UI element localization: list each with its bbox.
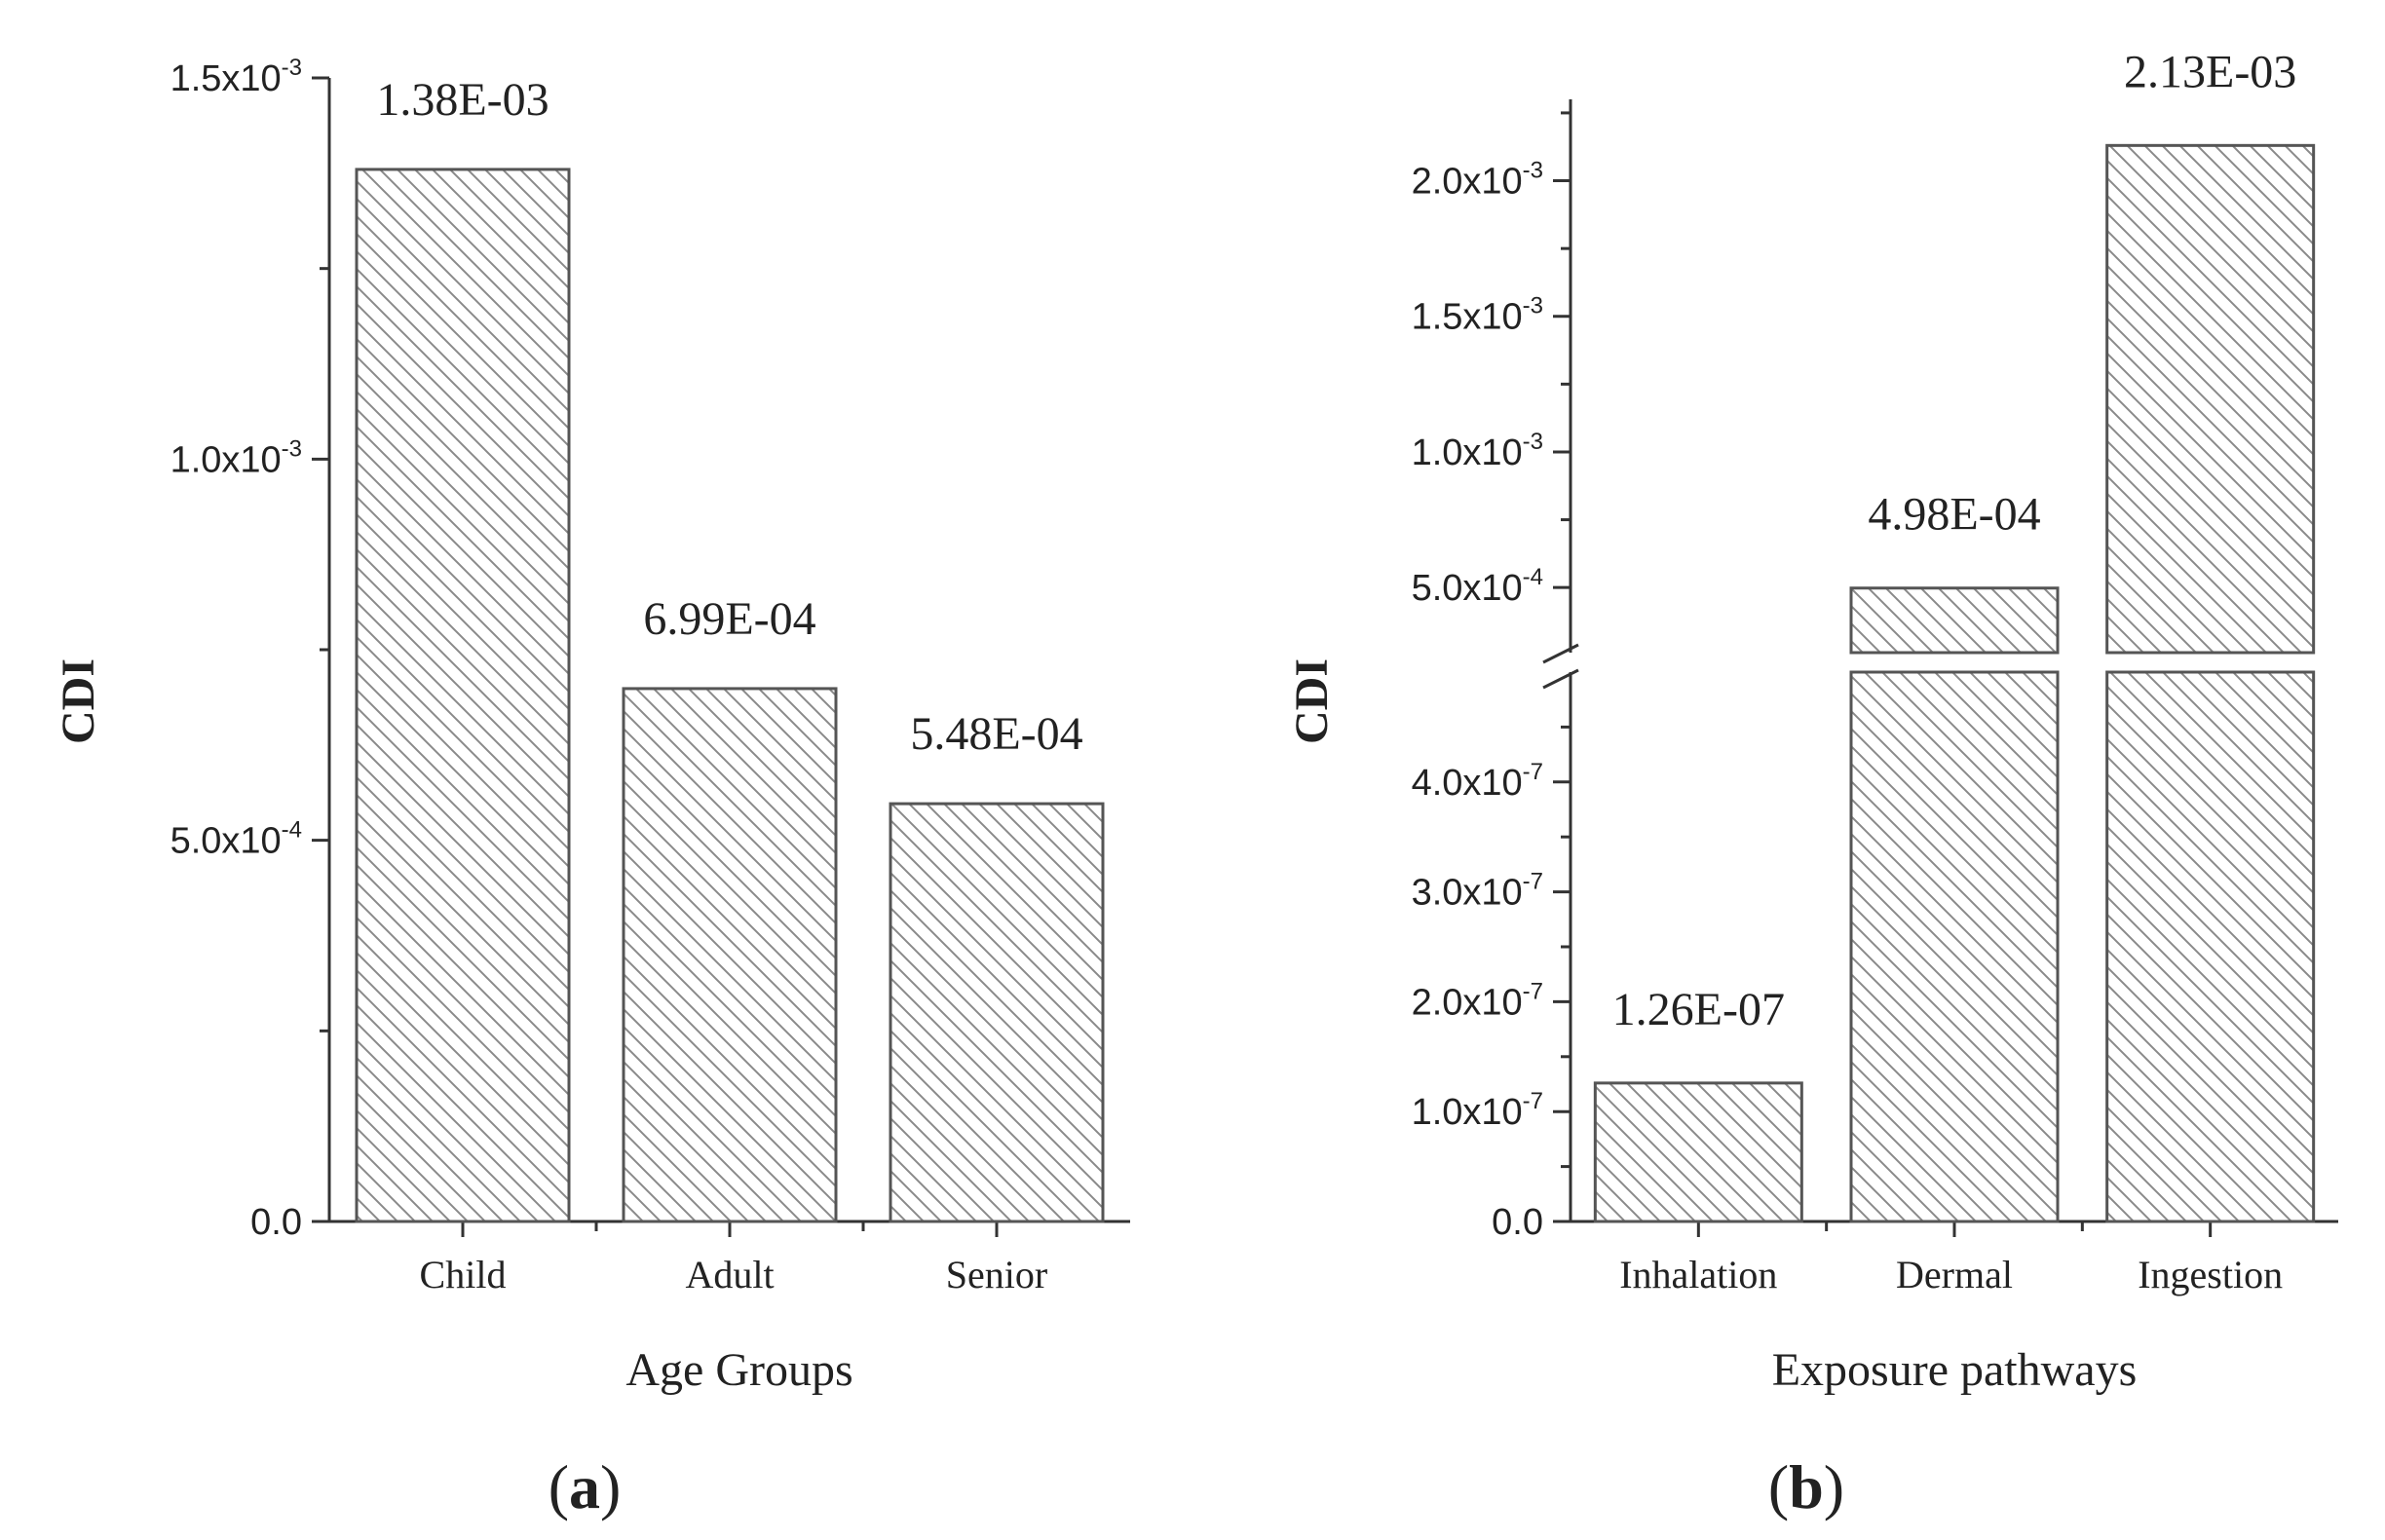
category-label: Dermal bbox=[1896, 1253, 2013, 1296]
category-label: Ingestion bbox=[2138, 1253, 2283, 1296]
value-label: 5.48E-04 bbox=[910, 708, 1082, 760]
x-axis-title: Age Groups bbox=[625, 1344, 852, 1396]
value-label: 1.38E-03 bbox=[376, 74, 549, 126]
category-label: Adult bbox=[685, 1253, 774, 1296]
panel-label-letter: a bbox=[569, 1452, 600, 1521]
category-label: Senior bbox=[946, 1253, 1047, 1296]
bar-ingestion-upper bbox=[2105, 143, 2316, 655]
category-label: Child bbox=[420, 1253, 507, 1296]
y-tick-label: 2.0x10-3 bbox=[1412, 158, 1543, 203]
bar-senior bbox=[889, 802, 1105, 1223]
panel-label: (b) bbox=[1768, 1452, 1844, 1521]
y-tick-label: 1.5x10-3 bbox=[170, 55, 302, 99]
axis-break-mark bbox=[1542, 643, 1579, 664]
y-tick-label: 4.0x10-7 bbox=[1412, 759, 1543, 804]
bar-ingestion-lower bbox=[2105, 670, 2316, 1223]
value-label: 4.98E-04 bbox=[1868, 489, 2040, 541]
panel-a-chart: 0.0 5.0x10-4 1.0x10-3 1.5x10-3 1.38E-03 Child… bbox=[53, 55, 1130, 1521]
y-tick-label: 5.0x10-4 bbox=[170, 817, 302, 862]
value-label: 2.13E-03 bbox=[2124, 46, 2296, 97]
panel-label: (a) bbox=[549, 1452, 622, 1521]
value-label: 1.26E-07 bbox=[1612, 984, 1785, 1035]
x-axis-title: Exposure pathways bbox=[1772, 1344, 2138, 1396]
y-axis-title: CDI bbox=[53, 658, 104, 744]
y-tick-label: 0.0 bbox=[250, 1202, 302, 1243]
y-tick-label: 5.0x10-4 bbox=[1412, 564, 1543, 609]
y-tick-label: 1.0x10-3 bbox=[170, 435, 302, 480]
y-tick-label: 1.0x10-3 bbox=[1412, 429, 1543, 473]
y-axis-title: CDI bbox=[1286, 658, 1338, 744]
panel-label-letter: b bbox=[1789, 1452, 1824, 1521]
y-tick-label: 1.5x10-3 bbox=[1412, 293, 1543, 338]
bar-dermal-lower bbox=[1849, 670, 2060, 1223]
axis-break-mark bbox=[1542, 668, 1579, 690]
bar-adult bbox=[622, 687, 838, 1223]
panel-b-chart: 0.0 1.0x10-7 2.0x10-7 3.0x10-7 4.0x10-7 5.0x1… bbox=[1286, 46, 2338, 1521]
y-tick-label: 3.0x10-7 bbox=[1412, 869, 1543, 914]
y-tick-label: 2.0x10-7 bbox=[1412, 978, 1543, 1023]
y-tick-label: 1.0x10-7 bbox=[1412, 1088, 1543, 1133]
bar-dermal-upper bbox=[1849, 586, 2060, 655]
y-tick-label: 0.0 bbox=[1492, 1202, 1543, 1243]
value-label: 6.99E-04 bbox=[643, 593, 815, 645]
bar-child bbox=[355, 168, 571, 1223]
bar-inhalation bbox=[1593, 1081, 1803, 1223]
category-label: Inhalation bbox=[1619, 1253, 1777, 1296]
